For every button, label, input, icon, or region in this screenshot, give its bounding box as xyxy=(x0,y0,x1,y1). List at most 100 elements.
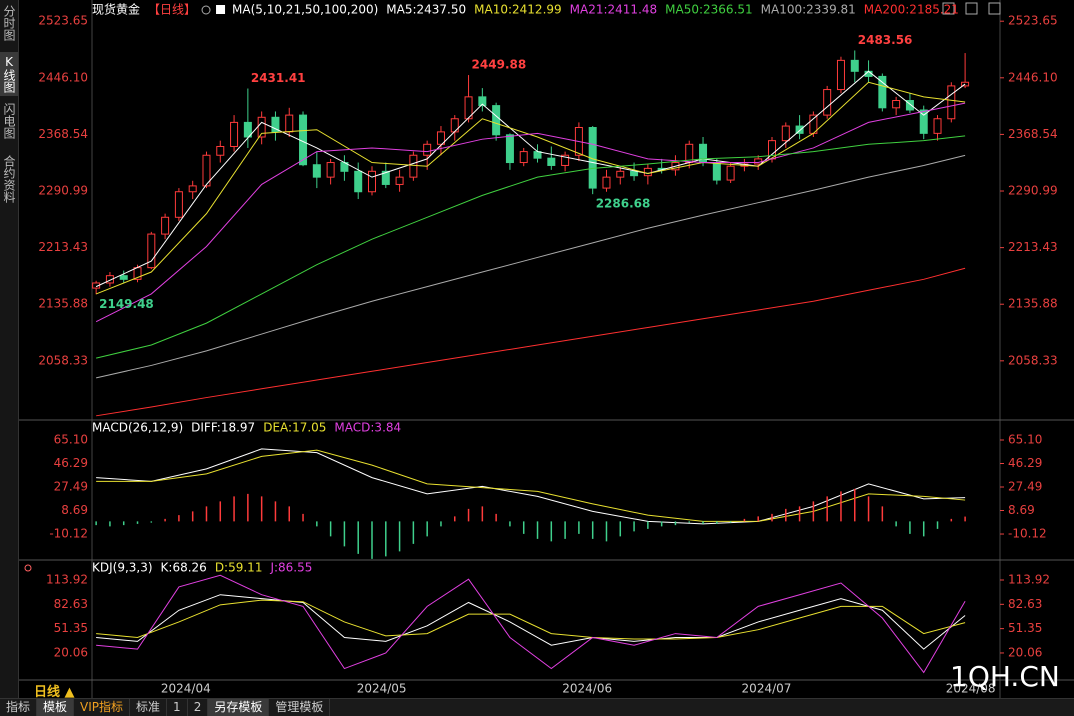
candle-body xyxy=(850,59,859,72)
candle-body xyxy=(409,154,418,178)
series-line xyxy=(96,135,966,359)
watermark: 1QH.CN xyxy=(950,660,1060,693)
candle-body xyxy=(878,75,887,109)
series-line xyxy=(96,448,966,525)
y-tick-label: 2290.99 xyxy=(1008,184,1058,198)
toolbar-item[interactable]: 模板 xyxy=(37,699,75,716)
candle-body xyxy=(381,170,390,185)
legend-entry: DIFF:18.97 xyxy=(191,421,255,435)
candle-body xyxy=(519,151,528,164)
series-line xyxy=(96,599,966,640)
candle-body xyxy=(781,125,790,142)
candle-body xyxy=(726,165,735,181)
legend-entry: KDJ(9,3,3) xyxy=(92,561,153,575)
y-tick-label: 2135.88 xyxy=(1008,297,1058,311)
candle-body xyxy=(795,125,804,134)
add-icon xyxy=(201,5,211,15)
candle-body xyxy=(161,216,170,235)
candle-body xyxy=(561,154,570,166)
toolbar-item[interactable]: 2 xyxy=(188,699,209,716)
y-tick-label: 2523.65 xyxy=(38,14,88,28)
candle-body xyxy=(257,116,266,138)
toolbar-item[interactable]: 1 xyxy=(167,699,188,716)
window-button[interactable] xyxy=(965,2,978,15)
y-tick-label: 2368.54 xyxy=(1008,127,1058,141)
y-tick-label: 113.92 xyxy=(1008,573,1050,587)
y-tick-label: 20.06 xyxy=(1008,645,1042,659)
candle-body xyxy=(947,85,956,120)
toolbar-item[interactable]: 管理模板 xyxy=(269,699,331,716)
series-line xyxy=(96,574,966,674)
legend-entry: DEA:17.05 xyxy=(263,421,326,435)
candle-body xyxy=(119,275,128,280)
toolbar-item[interactable]: 另存模板 xyxy=(208,699,270,716)
candle-body xyxy=(492,105,501,136)
period-tab[interactable]: 日线 ▲ xyxy=(34,685,75,700)
candle-body xyxy=(243,121,252,138)
candle-body xyxy=(905,100,914,111)
candle-body xyxy=(105,275,114,284)
candle-body xyxy=(395,176,404,185)
price-annotation: 2449.88 xyxy=(472,58,527,72)
price-annotation: 2149.48 xyxy=(99,297,154,311)
checkbox-icon xyxy=(216,5,226,14)
toolbar-item[interactable]: 标准 xyxy=(130,699,168,716)
series-line xyxy=(96,594,966,650)
candle-body xyxy=(312,164,321,178)
candle-body xyxy=(354,170,363,193)
sidebar-tab[interactable]: 闪电图 xyxy=(2,103,16,139)
sidebar-tab[interactable]: 分时图 xyxy=(2,5,16,41)
sidebar-tab[interactable]: 合约资料 xyxy=(2,155,16,203)
toolbar: 指标 模板 VIP指标 标准 1 2 另存模板 管理模板 xyxy=(0,698,1074,716)
legend-entry: MA5:2437.50 xyxy=(386,3,466,17)
series-line xyxy=(96,449,966,522)
candle-body xyxy=(478,96,487,107)
legend-entry: MA50:2366.51 xyxy=(665,3,753,17)
y-tick-label: 82.63 xyxy=(1008,597,1042,611)
candle-body xyxy=(285,114,294,133)
legend-entry: 【日线】 xyxy=(148,3,196,17)
y-tick-label: -10.12 xyxy=(1008,527,1047,541)
candle-body xyxy=(505,134,514,164)
y-tick-label: 51.35 xyxy=(54,621,88,635)
y-tick-label: 27.49 xyxy=(54,480,88,494)
candle-body xyxy=(147,233,156,269)
candle-body xyxy=(547,157,556,166)
y-tick-label: 2058.33 xyxy=(38,353,88,367)
candle-body xyxy=(630,170,639,177)
y-tick-label: 20.06 xyxy=(54,645,88,659)
y-tick-label: 46.29 xyxy=(1008,456,1042,470)
sidebar-tab[interactable]: K线图 xyxy=(0,52,18,96)
candle-body xyxy=(823,89,832,116)
y-tick-label: 2290.99 xyxy=(38,184,88,198)
y-tick-label: 27.49 xyxy=(1008,480,1042,494)
y-tick-label: 2058.33 xyxy=(1008,353,1058,367)
legend-entry: MA200:2185.21 xyxy=(864,3,959,17)
y-tick-label: 2446.10 xyxy=(38,70,88,84)
window-button[interactable] xyxy=(988,2,1001,15)
x-tick-label: 2024/04 xyxy=(161,682,211,696)
y-tick-label: 2135.88 xyxy=(38,297,88,311)
sidebar: 分时图 K线图 闪电图 合约资料 xyxy=(0,0,19,700)
candle-body xyxy=(919,109,928,134)
y-tick-label: 65.10 xyxy=(54,433,88,447)
candle-body xyxy=(271,116,280,133)
x-tick-label: 2024/06 xyxy=(562,682,612,696)
toolbar-item[interactable]: 指标 xyxy=(0,699,38,716)
candle-body xyxy=(202,154,211,187)
legend-entry: MA100:2339.81 xyxy=(761,3,856,17)
window-button[interactable] xyxy=(942,2,955,15)
toolbar-item[interactable]: VIP指标 xyxy=(74,699,131,716)
y-tick-label: 8.69 xyxy=(61,503,88,517)
candle-body xyxy=(643,167,652,177)
price-annotation: 2286.68 xyxy=(596,197,651,211)
candle-body xyxy=(230,121,239,147)
candle-body xyxy=(892,100,901,109)
candle-body xyxy=(174,191,183,218)
x-tick-label: 2024/05 xyxy=(357,682,407,696)
legend-entry: 现货黄金 xyxy=(92,2,140,17)
y-tick-label: 46.29 xyxy=(54,456,88,470)
y-tick-label: 51.35 xyxy=(1008,621,1042,635)
candle-body xyxy=(450,118,459,133)
